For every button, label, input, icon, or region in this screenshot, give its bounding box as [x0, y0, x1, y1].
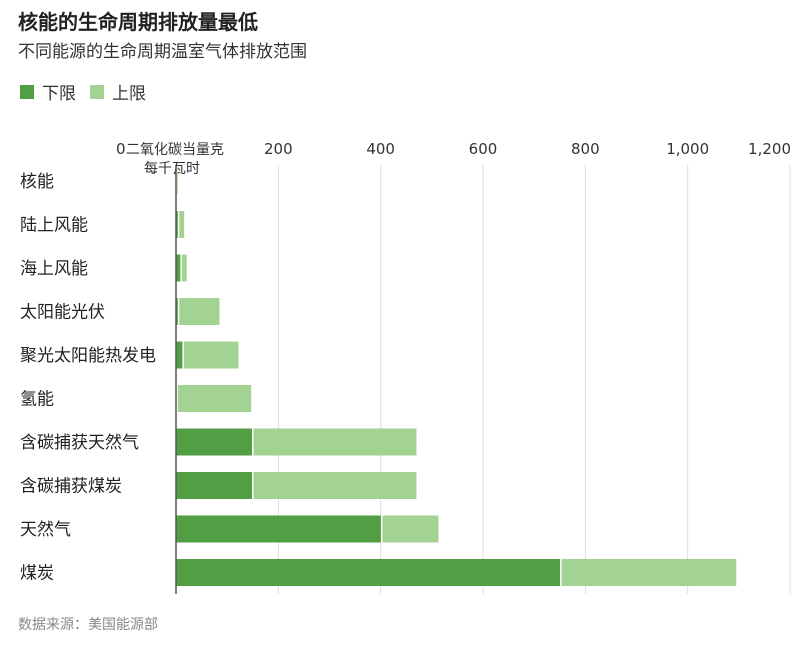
- category-label-4: 聚光太阳能热发电: [20, 346, 156, 366]
- bar-upper-9: [560, 559, 737, 586]
- x-tick-label-1200: 1,200: [748, 140, 791, 158]
- unit-label-line1: 二氧化碳当量克: [126, 142, 224, 158]
- legend-item-lower: 下限: [20, 79, 76, 104]
- bar-lower-2: [176, 254, 182, 282]
- chart-title: 核能的生命周期排放量最低: [18, 10, 258, 34]
- x-tick-label-600: 600: [469, 140, 498, 158]
- category-label-0: 核能: [20, 172, 54, 192]
- legend-label-lower: 下限: [42, 84, 76, 104]
- legend-item-upper: 上限: [90, 79, 146, 104]
- category-label-1: 陆上风能: [20, 216, 88, 236]
- category-label-9: 煤炭: [20, 564, 54, 584]
- bar-lower-1: [176, 211, 179, 238]
- bar-lower-4: [176, 341, 184, 369]
- bar-lower-6: [176, 428, 253, 456]
- unit-label-line2: 每千瓦时: [144, 161, 200, 177]
- legend-label-upper: 上限: [112, 84, 146, 104]
- bar-upper-7: [252, 472, 417, 499]
- category-label-6: 含碳捕获天然气: [20, 433, 139, 453]
- chart-subtitle: 不同能源的生命周期温室气体排放范围: [18, 42, 307, 62]
- category-label-5: 氢能: [20, 390, 54, 410]
- legend-swatch-upper: [90, 84, 104, 99]
- bar-upper-3: [178, 298, 220, 325]
- legend-swatch-lower: [20, 84, 34, 99]
- bar-lower-8: [176, 515, 382, 543]
- bar-lower-9: [176, 559, 561, 586]
- bar-upper-5: [177, 385, 252, 412]
- source-note: 数据来源：美国能源部: [18, 617, 158, 633]
- bar-lower-7: [176, 472, 253, 499]
- x-tick-label-1000: 1,000: [666, 140, 709, 158]
- x-tick-label-400: 400: [366, 140, 395, 158]
- bar-upper-2: [181, 254, 187, 282]
- legend: 下限 上限: [20, 79, 160, 104]
- bar-upper-4: [183, 341, 239, 369]
- x-tick-label-200: 200: [264, 140, 293, 158]
- bar-upper-0: [176, 167, 179, 195]
- bar-upper-6: [252, 428, 417, 456]
- x-tick-label-800: 800: [571, 140, 600, 158]
- bar-upper-8: [381, 515, 439, 543]
- x-tick-label-0: 0: [116, 140, 126, 158]
- bar-upper-1: [178, 211, 185, 238]
- category-label-7: 含碳捕获煤炭: [20, 477, 122, 497]
- category-label-2: 海上风能: [20, 259, 88, 279]
- category-label-8: 天然气: [20, 520, 71, 540]
- bar-lower-3: [176, 298, 179, 325]
- category-label-3: 太阳能光伏: [20, 303, 105, 323]
